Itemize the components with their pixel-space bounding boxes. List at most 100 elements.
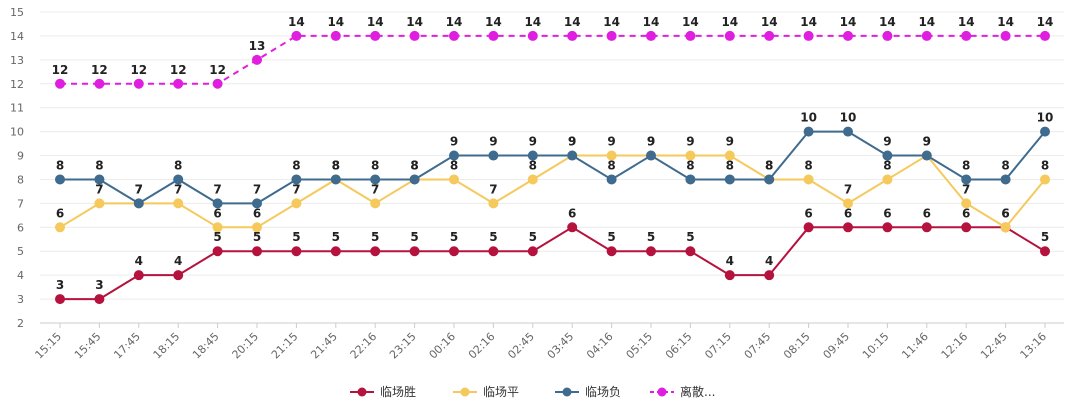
- legend[interactable]: 临场胜 临场平 临场负 离散...: [350, 384, 715, 399]
- data-point[interactable]: [133, 78, 144, 89]
- data-point[interactable]: [567, 150, 578, 161]
- data-point[interactable]: [921, 150, 932, 161]
- data-point[interactable]: [252, 54, 262, 65]
- data-point[interactable]: [961, 174, 972, 185]
- data-point[interactable]: [55, 222, 65, 233]
- data-point[interactable]: [488, 150, 499, 161]
- data-point[interactable]: [55, 294, 65, 305]
- data-point[interactable]: [1000, 30, 1011, 41]
- data-point[interactable]: [370, 174, 381, 185]
- data-point[interactable]: [370, 246, 381, 257]
- data-point[interactable]: [173, 198, 184, 209]
- data-point[interactable]: [55, 174, 65, 185]
- data-point[interactable]: [409, 246, 420, 257]
- data-point[interactable]: [94, 198, 105, 209]
- data-point[interactable]: [567, 222, 578, 233]
- data-point[interactable]: [1040, 246, 1050, 257]
- data-point[interactable]: [449, 246, 459, 257]
- data-point[interactable]: [764, 30, 775, 41]
- data-point[interactable]: [921, 222, 932, 233]
- data-point[interactable]: [330, 174, 341, 185]
- data-point[interactable]: [803, 30, 814, 41]
- data-point[interactable]: [55, 78, 65, 89]
- data-point[interactable]: [527, 246, 538, 257]
- data-point[interactable]: [803, 126, 814, 137]
- data-point[interactable]: [567, 30, 578, 41]
- data-point[interactable]: [882, 174, 893, 185]
- data-point[interactable]: [94, 78, 105, 89]
- data-point[interactable]: [94, 294, 105, 305]
- data-point[interactable]: [843, 126, 853, 137]
- data-point[interactable]: [212, 246, 223, 257]
- data-point[interactable]: [685, 246, 696, 257]
- data-point[interactable]: [291, 246, 302, 257]
- data-point[interactable]: [409, 174, 420, 185]
- data-point[interactable]: [882, 30, 893, 41]
- data-point[interactable]: [212, 222, 223, 233]
- data-point[interactable]: [843, 198, 853, 209]
- data-point[interactable]: [212, 78, 223, 89]
- data-point[interactable]: [606, 150, 617, 161]
- data-point[interactable]: [1040, 30, 1050, 41]
- data-point[interactable]: [291, 174, 302, 185]
- legend-item[interactable]: 临场胜: [350, 384, 416, 399]
- data-point[interactable]: [1040, 126, 1050, 137]
- data-point[interactable]: [646, 246, 656, 257]
- data-point[interactable]: [724, 270, 735, 281]
- data-point[interactable]: [1000, 222, 1011, 233]
- data-point[interactable]: [173, 174, 184, 185]
- data-point[interactable]: [133, 270, 144, 281]
- data-point[interactable]: [330, 246, 341, 257]
- data-point[interactable]: [252, 222, 262, 233]
- data-point[interactable]: [685, 174, 696, 185]
- data-point[interactable]: [370, 30, 381, 41]
- data-point[interactable]: [606, 174, 617, 185]
- data-point[interactable]: [370, 198, 381, 209]
- data-point[interactable]: [606, 30, 617, 41]
- data-point[interactable]: [291, 198, 302, 209]
- data-point[interactable]: [961, 30, 972, 41]
- data-point[interactable]: [1000, 174, 1011, 185]
- data-point[interactable]: [803, 222, 814, 233]
- legend-item[interactable]: 临场平: [453, 385, 519, 399]
- data-point[interactable]: [803, 174, 814, 185]
- data-point[interactable]: [764, 270, 775, 281]
- data-point[interactable]: [330, 30, 341, 41]
- data-point[interactable]: [1040, 174, 1050, 185]
- data-point[interactable]: [173, 270, 184, 281]
- data-point[interactable]: [724, 150, 735, 161]
- data-point[interactable]: [646, 30, 656, 41]
- data-point[interactable]: [921, 30, 932, 41]
- data-point[interactable]: [252, 246, 262, 257]
- data-point[interactable]: [882, 150, 893, 161]
- data-point[interactable]: [252, 198, 262, 209]
- data-point[interactable]: [724, 30, 735, 41]
- data-point[interactable]: [685, 30, 696, 41]
- data-point[interactable]: [527, 174, 538, 185]
- data-point[interactable]: [449, 174, 459, 185]
- data-point[interactable]: [527, 150, 538, 161]
- data-point[interactable]: [449, 30, 459, 41]
- data-point[interactable]: [646, 150, 656, 161]
- data-point[interactable]: [173, 78, 184, 89]
- data-point[interactable]: [724, 174, 735, 185]
- data-point[interactable]: [685, 150, 696, 161]
- data-point[interactable]: [961, 198, 972, 209]
- legend-item[interactable]: 离散...: [650, 384, 715, 399]
- data-point[interactable]: [291, 30, 302, 41]
- data-point[interactable]: [133, 198, 144, 209]
- data-point[interactable]: [212, 198, 223, 209]
- data-point[interactable]: [449, 150, 459, 161]
- data-point[interactable]: [606, 246, 617, 257]
- data-point[interactable]: [764, 174, 775, 185]
- legend-item[interactable]: 临场负: [555, 385, 621, 399]
- data-point[interactable]: [488, 246, 499, 257]
- data-point[interactable]: [843, 222, 853, 233]
- data-point[interactable]: [527, 30, 538, 41]
- data-point[interactable]: [488, 30, 499, 41]
- data-point[interactable]: [882, 222, 893, 233]
- data-point[interactable]: [488, 198, 499, 209]
- data-point[interactable]: [409, 30, 420, 41]
- data-point[interactable]: [843, 30, 853, 41]
- data-point[interactable]: [94, 174, 105, 185]
